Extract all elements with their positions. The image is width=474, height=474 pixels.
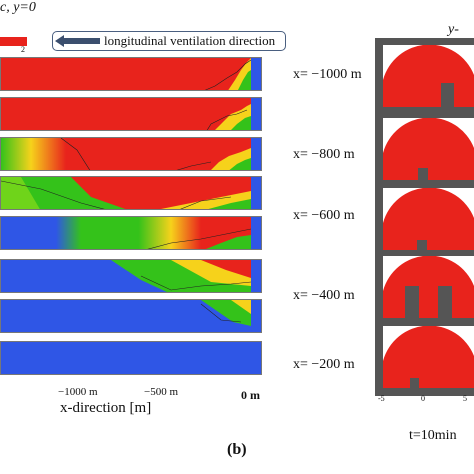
x-tick-minus-500: −500 m <box>144 386 179 398</box>
cross-tick-0: 0 <box>421 394 425 403</box>
time-label: t=10min <box>409 428 457 443</box>
cross-tick-minus5: -5 <box>378 394 385 403</box>
cross-section-panel-2 <box>383 118 474 180</box>
x-position-label-1000: x= −1000 m <box>293 67 362 82</box>
cross-section-panel-5 <box>383 326 474 388</box>
x-tick-zero: 0 m <box>241 388 260 402</box>
cross-tick-5: 5 <box>463 394 467 403</box>
direction-label: longitudinal ventilation direction <box>104 33 276 48</box>
x-position-label-600: x= −600 m <box>293 208 355 223</box>
contour-panel-1 <box>0 57 262 91</box>
contour-panel-2 <box>0 97 262 131</box>
cross-section-panel-3 <box>383 188 474 250</box>
cross-section-panel-4 <box>383 256 474 318</box>
contour-panel-3 <box>0 137 262 171</box>
cross-section-panel-1 <box>383 45 474 107</box>
x-position-label-400: x= −400 m <box>293 288 355 303</box>
left-panel-title: c, y=0 <box>0 0 36 15</box>
contour-panel-8 <box>0 341 262 375</box>
contour-panel-5 <box>0 216 262 250</box>
x-axis-title: x-direction [m] <box>60 400 152 416</box>
x-position-label-800: x= −800 m <box>293 147 355 162</box>
x-tick-minus-1000: −1000 m <box>58 386 98 398</box>
figure-caption: (b) <box>227 441 247 458</box>
left-arrow-icon <box>55 35 100 47</box>
contour-panel-4 <box>0 176 262 210</box>
contour-panel-6 <box>0 259 262 293</box>
contour-panel-7 <box>0 299 262 333</box>
direction-legend-box <box>52 31 286 51</box>
colorbar-tick: 2 <box>21 45 25 54</box>
right-panel-title: y- <box>448 22 459 37</box>
x-position-label-200: x= −200 m <box>293 357 355 372</box>
colorbar <box>0 37 27 46</box>
